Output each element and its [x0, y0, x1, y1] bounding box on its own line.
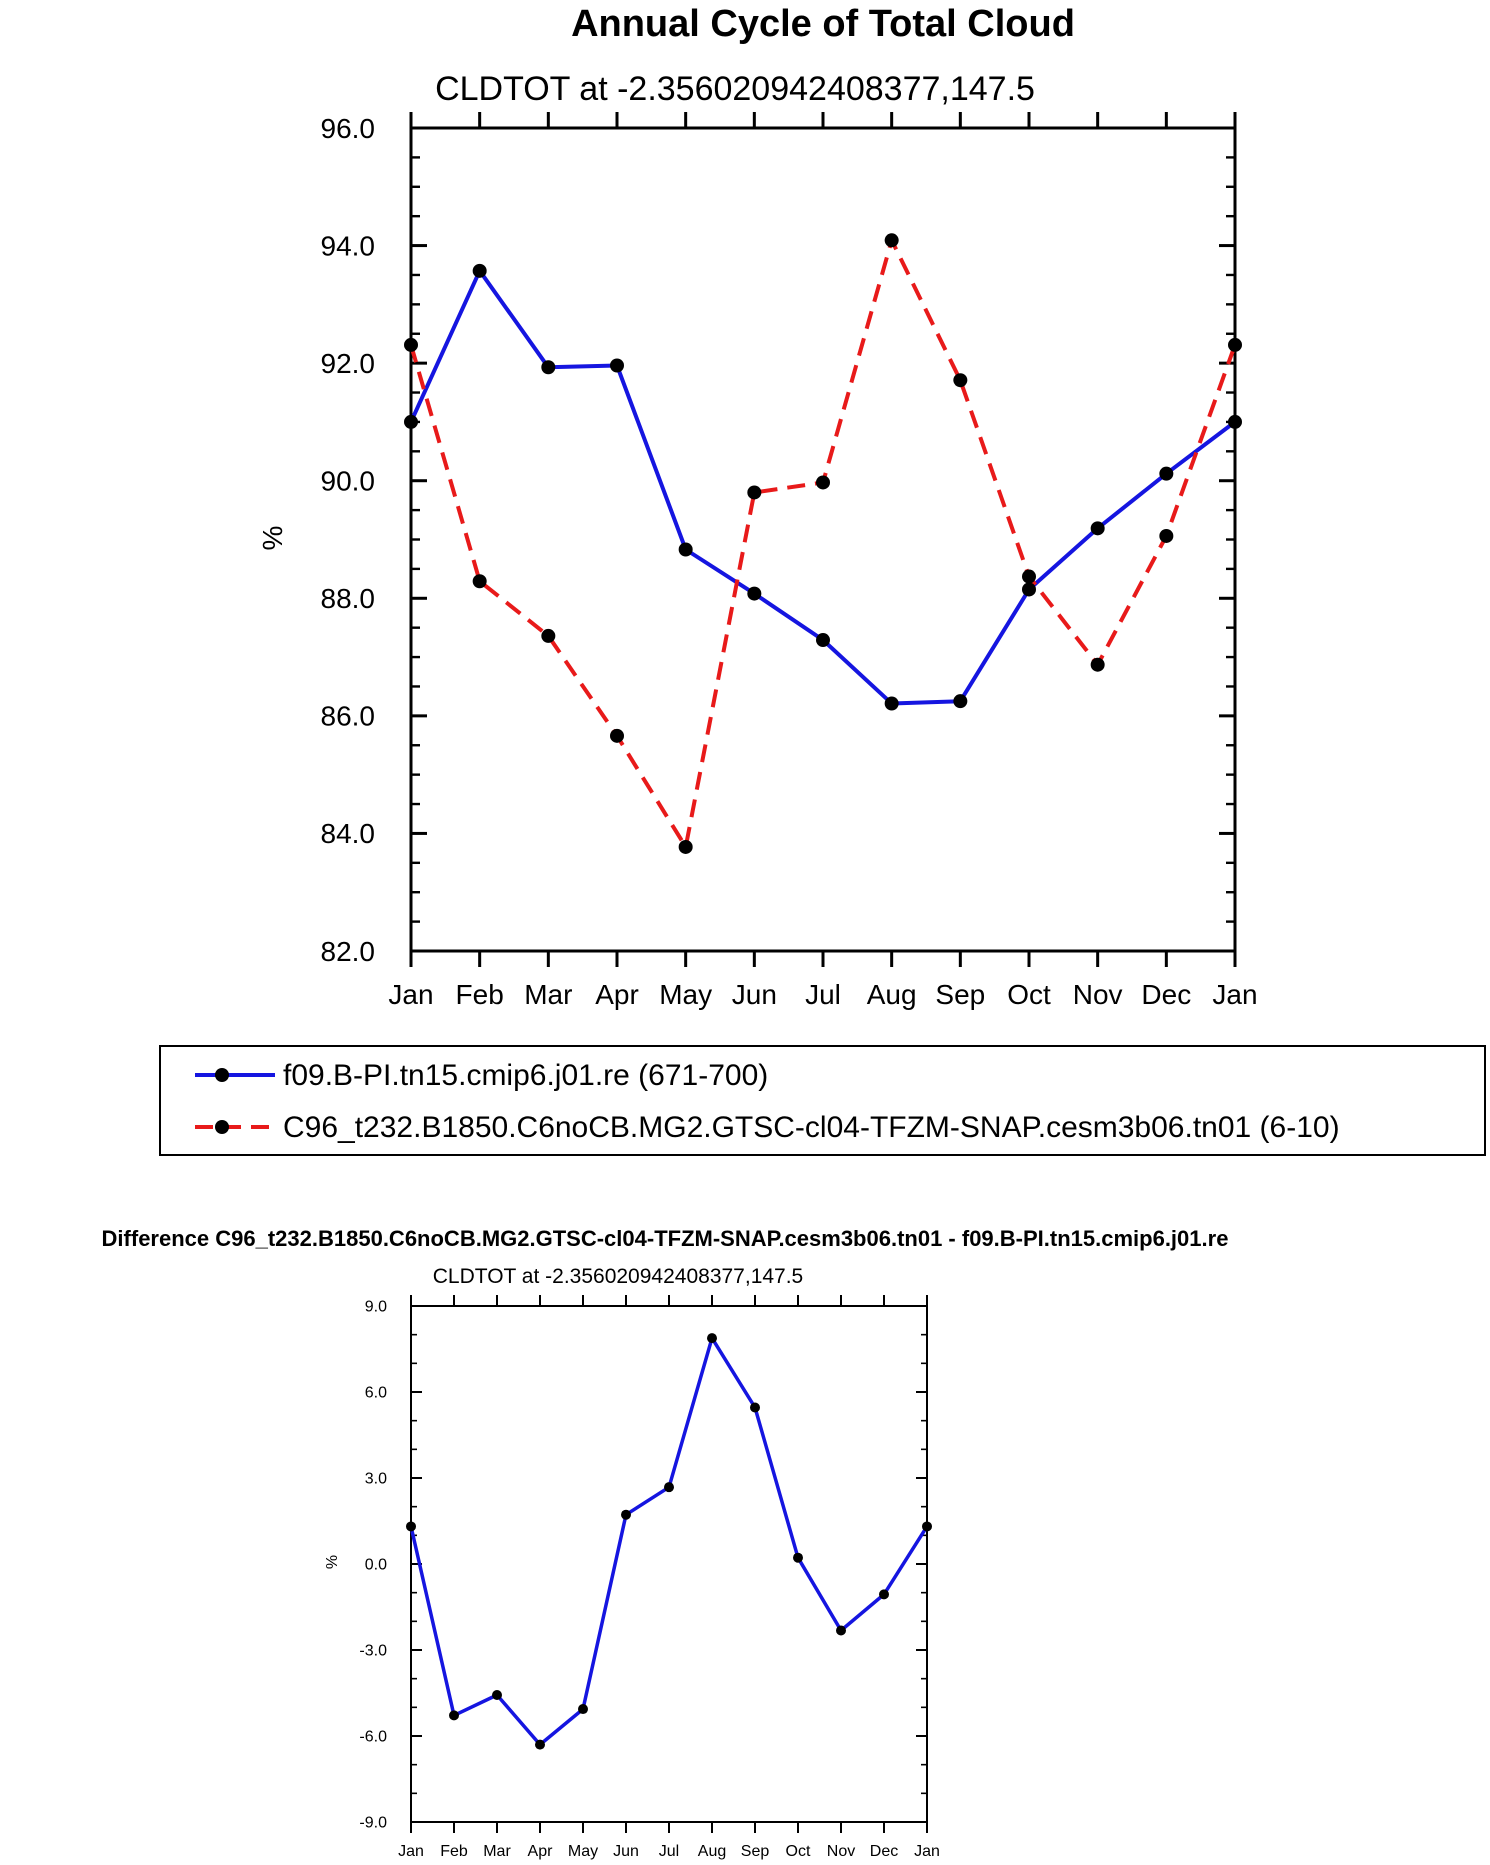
- data-point-series-1: [492, 1690, 502, 1701]
- data-point-series-1: [836, 1625, 846, 1636]
- data-point-series-1: [1090, 521, 1105, 536]
- x-tick-label: Sep: [741, 1843, 770, 1860]
- y-tick-label: 84.0: [321, 818, 376, 849]
- legend-marker-series-1: [215, 1068, 229, 1082]
- x-tick-label: Feb: [456, 979, 504, 1010]
- x-tick-label: Jan: [388, 979, 433, 1010]
- data-point-series-2: [610, 728, 624, 743]
- y-tick-label: 90.0: [321, 466, 376, 497]
- data-point-series-1: [750, 1402, 760, 1413]
- data-point-series-1: [664, 1482, 674, 1493]
- data-point-series-1: [884, 696, 899, 711]
- data-point-series-2: [678, 839, 693, 854]
- x-tick-label: Nov: [827, 1843, 855, 1860]
- difference-chart-title: Difference C96_t232.B1850.C6noCB.MG2.GTS…: [102, 1226, 1229, 1251]
- difference-chart-subtitle: CLDTOT at -2.356020942408377,147.5: [433, 1265, 804, 1288]
- y-tick-label: 94.0: [321, 230, 376, 261]
- x-tick-label: Apr: [528, 1843, 554, 1860]
- x-tick-label: Jan: [1212, 979, 1257, 1010]
- data-point-series-1: [541, 360, 556, 375]
- x-tick-label: May: [568, 1843, 598, 1860]
- data-point-series-1: [449, 1710, 459, 1721]
- legend-marker-series-2: [215, 1120, 229, 1134]
- data-point-series-1: [922, 1521, 932, 1532]
- data-point-series-1: [678, 542, 693, 557]
- data-point-series-1: [816, 633, 830, 648]
- y-tick-label: 92.0: [321, 348, 376, 379]
- x-tick-label: Dec: [870, 1843, 898, 1860]
- data-point-series-2: [404, 337, 418, 352]
- y-tick-label: -6.0: [359, 1729, 387, 1746]
- data-point-series-1: [621, 1509, 631, 1520]
- legend-box: [159, 1045, 1486, 1156]
- y-tick-label: 82.0: [321, 936, 376, 967]
- data-point-series-1: [707, 1333, 717, 1344]
- chart-title: Annual Cycle of Total Cloud: [571, 3, 1075, 45]
- series-line-1: [409, 1336, 929, 1747]
- x-tick-label: Jun: [613, 1843, 639, 1860]
- x-tick-label: Aug: [867, 979, 917, 1010]
- y-axis-label: %: [257, 526, 288, 551]
- x-tick-label: Nov: [1073, 979, 1123, 1010]
- legend-label-series-1: f09.B-PI.tn15.cmip6.j01.re (671-700): [283, 1059, 768, 1092]
- x-tick-label: Mar: [524, 979, 572, 1010]
- y-tick-label: 86.0: [321, 701, 376, 732]
- chart-subtitle: CLDTOT at -2.356020942408377,147.5: [435, 70, 1035, 108]
- x-tick-label: Mar: [483, 1843, 511, 1860]
- x-tick-label: Sep: [935, 979, 985, 1010]
- data-point-series-2: [747, 485, 762, 500]
- data-point-series-2: [884, 233, 899, 248]
- data-point-series-1: [1228, 414, 1242, 429]
- data-point-series-1: [472, 263, 487, 278]
- x-tick-label: Jul: [805, 979, 841, 1010]
- series-line-2: [409, 238, 1237, 849]
- plot-frame: [409, 126, 1237, 953]
- data-point-series-1: [535, 1739, 545, 1750]
- y-tick-label: 88.0: [321, 583, 376, 614]
- x-tick-label: Oct: [786, 1843, 811, 1860]
- x-tick-label: Jul: [659, 1843, 679, 1860]
- data-point-series-1: [879, 1589, 889, 1600]
- data-point-series-1: [1159, 466, 1174, 481]
- data-point-series-2: [1228, 337, 1242, 352]
- data-point-series-2: [1159, 528, 1174, 543]
- x-tick-label: May: [659, 979, 712, 1010]
- data-point-series-1: [1022, 582, 1036, 597]
- data-point-series-1: [406, 1521, 416, 1532]
- y-tick-label: 9.0: [365, 1299, 387, 1316]
- difference-y-axis-label: %: [324, 1555, 341, 1569]
- y-tick-label: -3.0: [359, 1643, 387, 1660]
- x-tick-label: Jun: [732, 979, 777, 1010]
- x-tick-label: Aug: [698, 1843, 726, 1860]
- y-tick-label: 0.0: [365, 1557, 387, 1574]
- y-tick-label: 6.0: [365, 1385, 387, 1402]
- data-point-series-1: [404, 414, 418, 429]
- legend: f09.B-PI.tn15.cmip6.j01.re (671-700) C96…: [159, 1045, 1486, 1156]
- data-point-series-2: [1090, 657, 1105, 672]
- data-point-series-1: [610, 358, 624, 373]
- data-point-series-1: [953, 694, 968, 709]
- difference-plot-frame: [410, 1305, 928, 1823]
- data-point-series-2: [1022, 569, 1036, 584]
- x-tick-label: Dec: [1141, 979, 1191, 1010]
- data-point-series-2: [541, 628, 556, 643]
- y-tick-label: 3.0: [365, 1471, 387, 1488]
- data-point-series-2: [472, 574, 487, 589]
- x-tick-label: Apr: [595, 979, 639, 1010]
- x-tick-label: Jan: [914, 1843, 940, 1860]
- y-tick-label: -9.0: [359, 1815, 387, 1832]
- data-point-series-1: [793, 1552, 803, 1563]
- y-tick-label: 96.0: [321, 113, 376, 144]
- x-tick-label: Jan: [398, 1843, 424, 1860]
- data-point-series-2: [953, 373, 968, 388]
- data-point-series-1: [747, 586, 762, 601]
- x-tick-label: Oct: [1007, 979, 1051, 1010]
- data-point-series-2: [816, 475, 830, 490]
- data-point-series-1: [578, 1704, 588, 1715]
- x-tick-label: Feb: [440, 1843, 468, 1860]
- legend-label-series-2: C96_t232.B1850.C6noCB.MG2.GTSC-cl04-TFZM…: [283, 1111, 1340, 1144]
